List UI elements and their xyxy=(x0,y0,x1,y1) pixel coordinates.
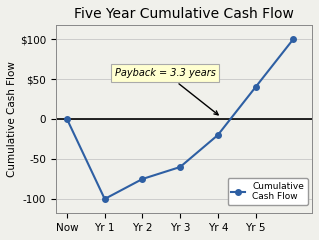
Title: Five Year Cumulative Cash Flow: Five Year Cumulative Cash Flow xyxy=(74,7,294,21)
Cumulative
Cash Flow xyxy=(291,38,295,41)
Line: Cumulative
Cash Flow: Cumulative Cash Flow xyxy=(64,36,296,202)
Cumulative
Cash Flow xyxy=(65,118,69,120)
Cumulative
Cash Flow xyxy=(178,166,182,168)
Y-axis label: Cumulative Cash Flow: Cumulative Cash Flow xyxy=(7,61,17,177)
Cumulative
Cash Flow xyxy=(254,86,257,89)
Text: Payback = 3.3 years: Payback = 3.3 years xyxy=(115,68,218,115)
Cumulative
Cash Flow xyxy=(103,198,107,200)
Cumulative
Cash Flow xyxy=(216,134,220,137)
Cumulative
Cash Flow xyxy=(140,178,144,180)
Legend: Cumulative
Cash Flow: Cumulative Cash Flow xyxy=(228,178,308,205)
